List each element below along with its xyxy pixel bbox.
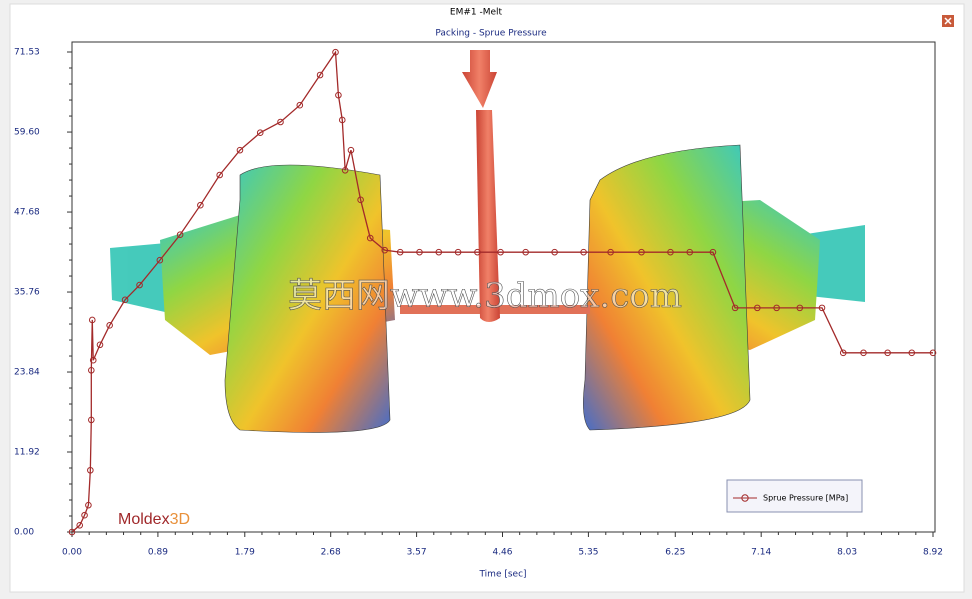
data-point (335, 91, 342, 99)
legend-marker (741, 494, 749, 502)
data-point (839, 349, 847, 357)
data-point (396, 248, 404, 256)
data-point (796, 304, 804, 312)
watermark: 莫西网www.3dmox.com (288, 276, 682, 316)
data-point (347, 146, 355, 154)
data-point (96, 341, 104, 349)
data-point (121, 296, 129, 304)
data-point (497, 248, 504, 256)
data-point (416, 248, 423, 256)
data-point (818, 304, 826, 312)
close-button[interactable] (942, 15, 954, 27)
data-point (908, 349, 916, 357)
y-tick-label: 47.68 (14, 208, 40, 218)
x-tick-label: 3.57 (407, 548, 427, 558)
logo-suffix: 3D (170, 511, 190, 528)
data-point (474, 248, 481, 256)
y-tick-label: 11.92 (14, 448, 40, 458)
data-point (256, 129, 264, 137)
x-tick-label: 8.92 (923, 548, 943, 558)
data-point (88, 316, 96, 324)
x-tick-label: 2.68 (321, 548, 341, 558)
x-tick-label: 8.03 (837, 548, 857, 558)
data-point (88, 416, 95, 424)
x-axis-label: Time [sec] (478, 570, 526, 580)
data-point (277, 118, 284, 126)
data-point (754, 304, 761, 312)
data-point (709, 248, 717, 256)
data-point (106, 322, 113, 329)
data-point (236, 146, 244, 154)
y-tick-label: 71.53 (14, 47, 40, 57)
data-point (454, 248, 462, 256)
data-point (884, 349, 891, 357)
data-point (332, 48, 339, 56)
data-point (85, 501, 92, 509)
logo: Moldex3D (118, 511, 190, 528)
data-point (667, 248, 674, 256)
data-point (773, 304, 780, 312)
y-tick-label: 23.84 (14, 368, 40, 378)
legend-label: Sprue Pressure [MPa] (763, 494, 848, 503)
data-point (551, 248, 558, 256)
data-point (929, 349, 937, 357)
data-point (176, 231, 184, 239)
chart-title: Packing - Sprue Pressure (435, 29, 547, 39)
legend: Sprue Pressure [MPa] (726, 479, 863, 513)
data-point (88, 366, 95, 374)
data-point (860, 349, 867, 357)
data-point (731, 304, 739, 312)
data-point (296, 101, 304, 109)
plot-frame (71, 41, 936, 533)
data-point (338, 116, 346, 124)
data-point (81, 511, 88, 519)
data-point (686, 248, 694, 256)
x-tick-label: 4.46 (492, 548, 512, 558)
y-tick-label: 59.60 (14, 128, 40, 138)
x-tick-label: 0.00 (62, 548, 82, 558)
data-point (381, 246, 389, 254)
data-point (580, 248, 587, 256)
data-point (607, 248, 614, 256)
data-point (156, 256, 164, 264)
data-point (197, 201, 204, 209)
data-point (89, 356, 97, 364)
logo-main: Moldex (118, 511, 170, 528)
x-tick-label: 7.14 (751, 548, 771, 558)
x-tick-label: 6.25 (665, 548, 685, 558)
data-point (76, 521, 84, 529)
data-point (522, 248, 529, 256)
data-point (87, 466, 94, 474)
data-point (316, 71, 324, 79)
model-render (110, 50, 865, 433)
data-point (366, 234, 374, 242)
data-point (638, 248, 645, 256)
data-point (435, 248, 443, 256)
data-point (136, 281, 143, 289)
data-point (341, 167, 349, 174)
x-tick-label: 0.89 (148, 548, 168, 558)
data-point (216, 171, 223, 179)
y-tick-label: 0.00 (14, 528, 34, 538)
x-tick-label: 5.35 (578, 548, 598, 558)
x-tick-label: 1.79 (235, 548, 255, 558)
window-title: EM#1 -Melt (450, 8, 503, 18)
y-tick-label: 35.76 (14, 288, 40, 298)
data-point (68, 528, 76, 536)
data-point (357, 196, 364, 204)
